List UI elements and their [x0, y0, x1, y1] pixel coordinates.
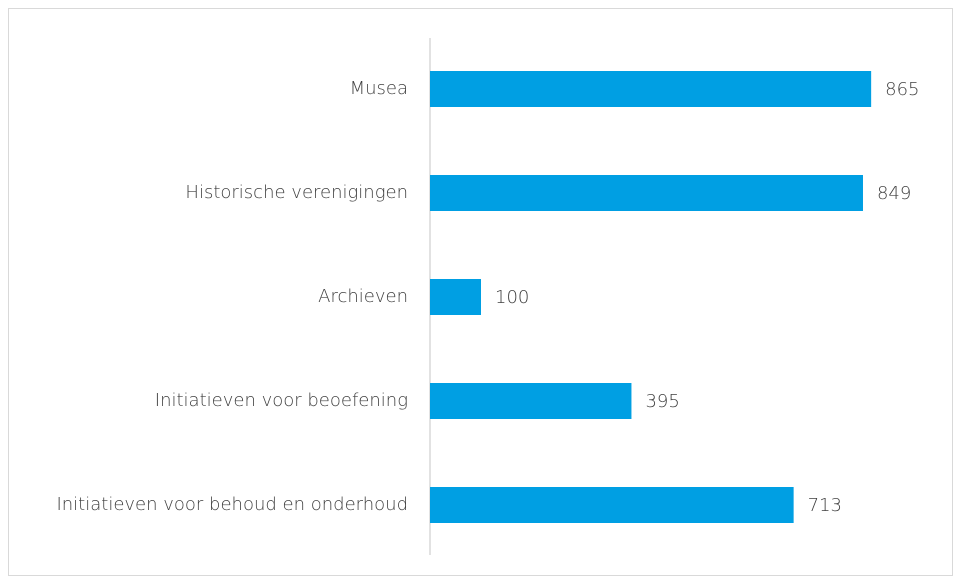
bar [430, 175, 863, 211]
value-label: 865 [885, 79, 919, 100]
bar [430, 279, 481, 315]
value-label: 395 [645, 391, 679, 412]
bar [430, 487, 794, 523]
value-label: 713 [808, 495, 842, 516]
category-label: Musea [350, 78, 408, 99]
bar [430, 71, 872, 107]
category-label: Initiatieven voor beoefening [155, 390, 408, 411]
value-label: 849 [877, 183, 911, 204]
category-label: Historische verenigingen [185, 182, 408, 203]
bar [430, 383, 632, 419]
category-label: Archieven [318, 286, 408, 307]
category-label: Initiatieven voor behoud en onderhoud [56, 494, 408, 515]
value-label: 100 [495, 287, 529, 308]
